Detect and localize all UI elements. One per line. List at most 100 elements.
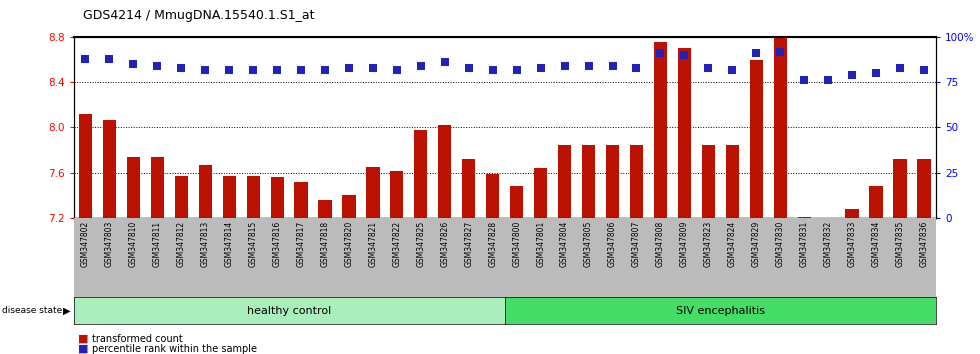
Point	[772, 49, 788, 55]
Point	[820, 78, 836, 83]
Text: GSM347828: GSM347828	[488, 221, 497, 267]
Point	[366, 65, 381, 71]
Text: ■: ■	[78, 344, 89, 354]
Text: GDS4214 / MmugDNA.15540.1.S1_at: GDS4214 / MmugDNA.15540.1.S1_at	[83, 9, 315, 22]
Text: GSM347804: GSM347804	[561, 221, 569, 267]
Bar	[199, 165, 212, 218]
Text: GSM347809: GSM347809	[680, 221, 689, 267]
Text: GSM347801: GSM347801	[536, 221, 545, 267]
Bar	[869, 186, 883, 218]
Point	[701, 65, 716, 71]
Point	[413, 63, 428, 69]
Point	[509, 67, 524, 73]
Point	[150, 63, 166, 69]
Bar	[678, 48, 691, 218]
Point	[916, 67, 932, 73]
Point	[125, 61, 141, 67]
Text: GSM347802: GSM347802	[81, 221, 90, 267]
Text: GSM347800: GSM347800	[513, 221, 521, 267]
Text: GSM347832: GSM347832	[823, 221, 833, 267]
Text: GSM347818: GSM347818	[320, 221, 329, 267]
Text: GSM347821: GSM347821	[368, 221, 377, 267]
Point	[749, 51, 764, 56]
Point	[533, 65, 549, 71]
Bar	[750, 60, 762, 218]
Text: GSM347824: GSM347824	[728, 221, 737, 267]
Text: SIV encephalitis: SIV encephalitis	[676, 306, 764, 316]
Point	[77, 56, 93, 62]
Bar	[510, 186, 523, 218]
Text: GSM347826: GSM347826	[440, 221, 449, 267]
Text: GSM347816: GSM347816	[272, 221, 281, 267]
Bar	[534, 168, 547, 218]
Text: GSM347823: GSM347823	[704, 221, 712, 267]
Text: GSM347805: GSM347805	[584, 221, 593, 267]
Point	[557, 63, 572, 69]
Bar	[78, 114, 92, 218]
Bar	[463, 159, 475, 218]
Point	[318, 67, 333, 73]
Bar	[270, 177, 283, 218]
Text: GSM347815: GSM347815	[249, 221, 258, 267]
Bar	[318, 200, 331, 218]
Point	[221, 67, 237, 73]
Point	[341, 65, 357, 71]
Bar	[247, 176, 260, 218]
Point	[797, 78, 812, 83]
Point	[245, 67, 261, 73]
Text: transformed count: transformed count	[92, 334, 183, 344]
Text: GSM347829: GSM347829	[752, 221, 760, 267]
Bar	[174, 176, 188, 218]
Text: healthy control: healthy control	[247, 306, 331, 316]
Point	[628, 65, 644, 71]
Text: GSM347827: GSM347827	[465, 221, 473, 267]
Point	[605, 63, 620, 69]
Point	[270, 67, 285, 73]
Text: ■: ■	[78, 334, 89, 344]
Bar	[390, 171, 404, 218]
Text: disease state: disease state	[2, 306, 62, 315]
Bar	[558, 145, 571, 218]
Text: GSM347812: GSM347812	[176, 221, 186, 267]
Text: GSM347825: GSM347825	[416, 221, 425, 267]
Bar	[917, 159, 930, 218]
Text: GSM347830: GSM347830	[776, 221, 785, 267]
Text: GSM347810: GSM347810	[129, 221, 138, 267]
Point	[844, 72, 859, 78]
Point	[676, 52, 692, 58]
Point	[868, 70, 884, 76]
Text: GSM347814: GSM347814	[224, 221, 233, 267]
Bar	[126, 157, 140, 218]
Text: GSM347834: GSM347834	[871, 221, 880, 267]
Point	[102, 56, 118, 62]
Point	[485, 67, 501, 73]
Bar	[606, 145, 619, 218]
Bar	[798, 217, 810, 218]
Bar	[415, 130, 427, 218]
Bar	[486, 174, 499, 218]
Bar	[222, 176, 236, 218]
Bar	[582, 145, 595, 218]
Text: GSM347803: GSM347803	[105, 221, 114, 267]
Text: percentile rank within the sample: percentile rank within the sample	[92, 344, 257, 354]
Point	[461, 65, 476, 71]
Point	[389, 67, 405, 73]
Point	[197, 67, 213, 73]
Text: GSM347808: GSM347808	[656, 221, 664, 267]
Point	[581, 63, 597, 69]
Bar	[894, 159, 906, 218]
Text: GSM347817: GSM347817	[297, 221, 306, 267]
Point	[724, 67, 740, 73]
Bar	[654, 42, 667, 218]
Text: GSM347811: GSM347811	[153, 221, 162, 267]
Bar	[342, 195, 356, 218]
Text: GSM347836: GSM347836	[919, 221, 928, 267]
Text: GSM347807: GSM347807	[632, 221, 641, 267]
Text: GSM347822: GSM347822	[392, 221, 402, 267]
Bar	[151, 157, 164, 218]
Bar	[702, 145, 714, 218]
Text: GSM347835: GSM347835	[896, 221, 905, 267]
Bar	[846, 209, 858, 218]
Text: GSM347813: GSM347813	[201, 221, 210, 267]
Bar	[773, 37, 787, 218]
